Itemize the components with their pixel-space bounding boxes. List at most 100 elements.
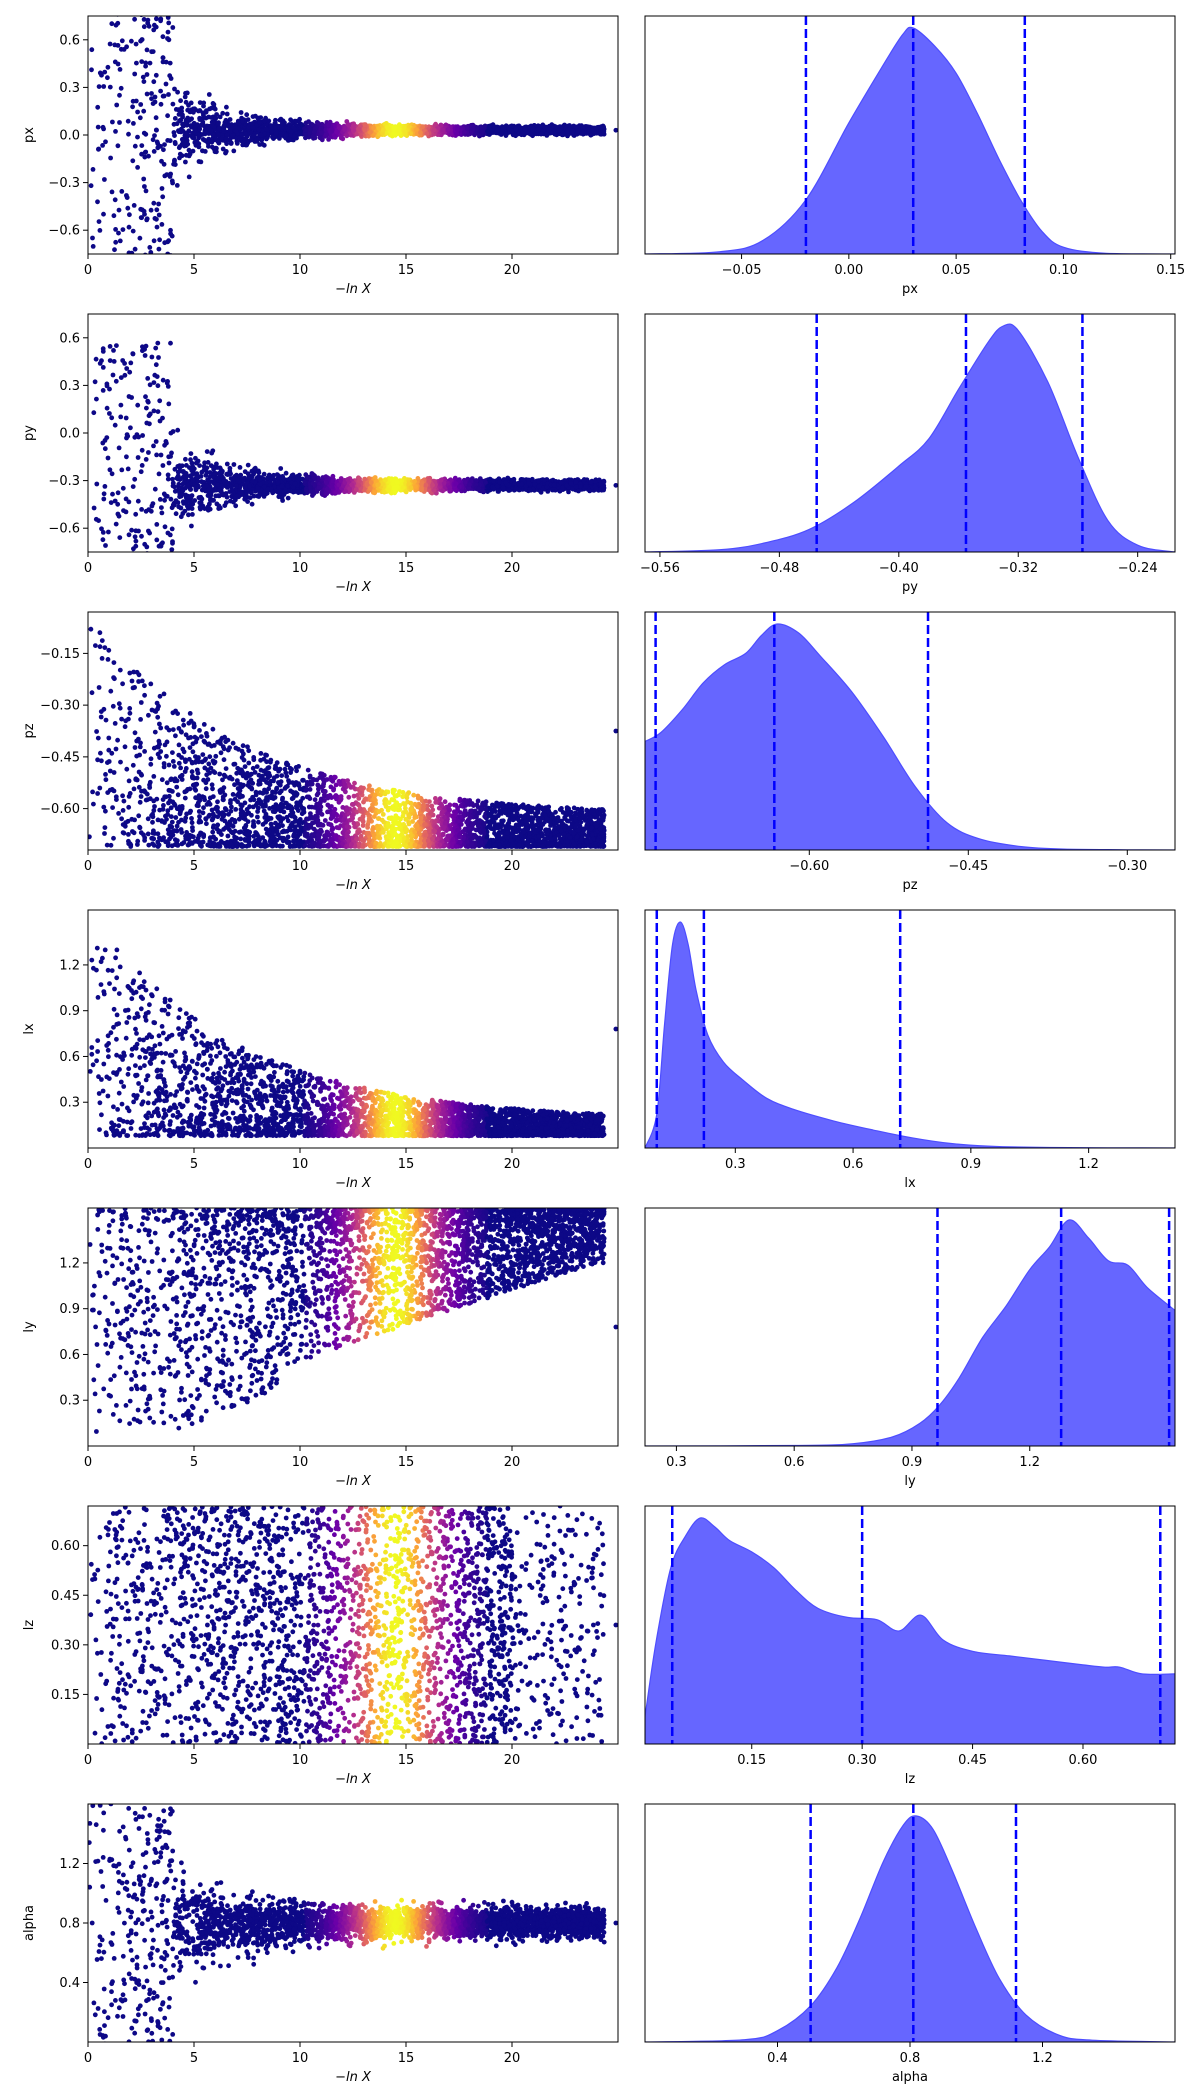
- trace-axes-frame: [87, 611, 619, 851]
- y-tick-label: 0.60: [51, 1539, 80, 1554]
- y-tick-label: 0.0: [59, 427, 80, 442]
- x-tick-label: 0.30: [848, 1753, 877, 1768]
- x-tick-label: 10: [292, 263, 309, 278]
- density-group: [645, 612, 1175, 850]
- x-tick-label: 20: [504, 1455, 521, 1470]
- x-tick-label: 15: [398, 1157, 415, 1172]
- y-tick-label: 0.6: [59, 1050, 80, 1065]
- posterior-x-label: ly: [904, 1474, 916, 1489]
- panel-row-alpha: 1.2 0.8 0.4 0 5 10 15 20 −ln X alpha 0.4 0.8 1.2 alph…: [22, 1803, 1176, 2085]
- trace-x-label: −ln X: [335, 1772, 372, 1787]
- trace-y-label: alpha: [22, 1905, 37, 1941]
- x-tick-label: 15: [398, 1455, 415, 1470]
- x-tick-label: 0.10: [1049, 263, 1078, 278]
- x-tick-label: 0.9: [961, 1157, 982, 1172]
- posterior-axes-frame: [644, 909, 1176, 1149]
- trace-points: [91, 340, 618, 552]
- x-tick-label: 0.9: [902, 1455, 923, 1470]
- x-tick-label: 0.00: [834, 263, 863, 278]
- y-tick-label: 0.6: [59, 1348, 80, 1363]
- x-tick-label: −0.05: [722, 263, 762, 278]
- trace-plot-px: 0.6 0.3 0.0 −0.3 −0.6 0 5 10 15 20 −ln X px: [22, 15, 619, 297]
- x-tick-label: 0.8: [900, 2051, 921, 2066]
- posterior-plot-px: −0.05 0.00 0.05 0.10 0.15 px: [644, 15, 1185, 297]
- trace-points: [88, 1208, 618, 1434]
- trace-plot-pz: −0.15 −0.30 −0.45 −0.60 0 5 10 15 20 −ln X pz: [22, 611, 619, 893]
- posterior-plot-pz: −0.60 −0.45 −0.30 pz: [644, 611, 1176, 893]
- x-tick-label: 0: [84, 2051, 92, 2066]
- trace-plot-py: 0.6 0.3 0.0 −0.3 −0.6 0 5 10 15 20 −ln X py: [22, 313, 619, 595]
- y-tick-label: −0.60: [40, 802, 80, 817]
- y-tick-label: −0.15: [40, 647, 80, 662]
- x-tick-label: 1.2: [1078, 1157, 1099, 1172]
- posterior-plot-alpha: 0.4 0.8 1.2 alpha: [644, 1803, 1176, 2085]
- posterior-axes-frame: [644, 313, 1176, 553]
- x-tick-label: 1.2: [1032, 2051, 1053, 2066]
- x-tick-label: 10: [292, 1753, 309, 1768]
- y-tick-label: −0.6: [48, 224, 80, 239]
- x-tick-label: 5: [190, 561, 198, 576]
- trace-points: [88, 626, 618, 849]
- trace-x-label: −ln X: [335, 2070, 372, 2085]
- y-tick-label: 0.30: [51, 1638, 80, 1653]
- trace-plot-lz: 0.60 0.45 0.30 0.15 0 5 10 15 20 −ln X lz: [22, 1505, 619, 1787]
- posterior-axes-frame: [644, 611, 1176, 851]
- trace-x-label: −ln X: [335, 282, 372, 297]
- y-tick-label: 1.2: [59, 958, 80, 973]
- x-tick-label: −0.45: [948, 859, 988, 874]
- x-tick-label: 0.05: [942, 263, 971, 278]
- y-tick-label: −0.6: [48, 522, 80, 537]
- density-area: [645, 26, 1175, 254]
- y-tick-label: 0.4: [59, 1976, 80, 1991]
- x-tick-label: 10: [292, 1455, 309, 1470]
- y-tick-label: 0.15: [51, 1688, 80, 1703]
- x-tick-label: −0.40: [879, 561, 919, 576]
- panel-row-ly: 1.2 0.9 0.6 0.3 0 5 10 15 20 −ln X ly 0.3 0.6 0.9 1.2 l…: [22, 1207, 1176, 1489]
- y-tick-label: 0.9: [59, 1004, 80, 1019]
- density-area: [645, 921, 1175, 1148]
- x-tick-label: 0: [84, 561, 92, 576]
- trace-points: [88, 1804, 618, 2042]
- x-tick-label: 15: [398, 1753, 415, 1768]
- x-tick-label: 0.15: [1156, 263, 1185, 278]
- posterior-axes-frame: [644, 15, 1176, 255]
- trace-y-label: px: [22, 127, 37, 143]
- x-tick-label: 5: [190, 1753, 198, 1768]
- y-tick-label: 0.0: [59, 129, 80, 144]
- x-tick-label: −0.60: [789, 859, 829, 874]
- trace-plot-ly: 1.2 0.9 0.6 0.3 0 5 10 15 20 −ln X ly: [22, 1207, 619, 1489]
- x-tick-label: 15: [398, 2051, 415, 2066]
- x-tick-label: 10: [292, 2051, 309, 2066]
- x-tick-label: 10: [292, 1157, 309, 1172]
- trace-x-label: −ln X: [335, 1474, 372, 1489]
- x-tick-label: −0.24: [1118, 561, 1158, 576]
- posterior-x-label: alpha: [892, 2070, 928, 2085]
- trace-x-label: −ln X: [335, 878, 372, 893]
- y-tick-label: −0.30: [40, 699, 80, 714]
- x-tick-label: −0.48: [759, 561, 799, 576]
- posterior-x-label: py: [902, 580, 918, 595]
- y-tick-label: 0.3: [59, 1096, 80, 1111]
- x-tick-label: 20: [504, 1753, 521, 1768]
- x-tick-label: 0: [84, 263, 92, 278]
- x-tick-label: 0.6: [784, 1455, 805, 1470]
- x-tick-label: 0.3: [725, 1157, 746, 1172]
- trace-points: [88, 16, 618, 254]
- trace-points: [88, 945, 618, 1139]
- trace-axes-frame: [87, 1207, 619, 1447]
- x-tick-label: −0.32: [998, 561, 1038, 576]
- y-tick-label: −0.45: [40, 750, 80, 765]
- x-tick-label: 0: [84, 1753, 92, 1768]
- x-tick-label: 0.4: [767, 2051, 788, 2066]
- x-tick-label: 15: [398, 859, 415, 874]
- trace-axes-frame: [87, 313, 619, 553]
- panel-row-pz: −0.15−0.30−0.45−0.600 5 10 15 20−ln Xpz−0.60…: [22, 611, 1176, 893]
- trace-points: [88, 1506, 618, 1744]
- density-group: [645, 314, 1175, 552]
- density-area: [645, 323, 1175, 552]
- density-area: [645, 1219, 1175, 1446]
- x-tick-label: 20: [504, 263, 521, 278]
- y-tick-label: 0.9: [59, 1302, 80, 1317]
